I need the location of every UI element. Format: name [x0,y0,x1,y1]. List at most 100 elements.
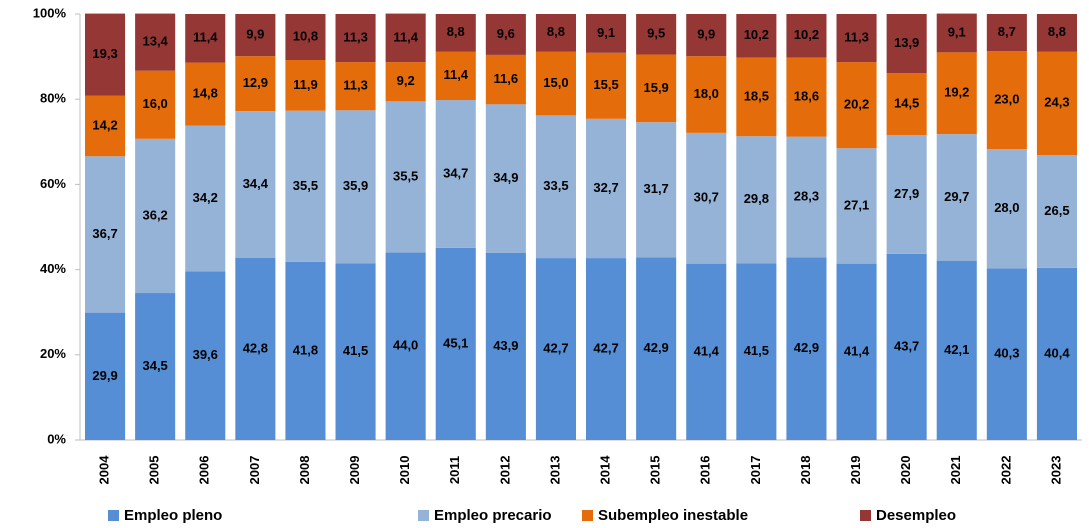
data-label: 8,8 [447,24,465,39]
bar-segment [285,60,326,111]
x-tick-label: 2006 [197,456,212,485]
x-tick-label: 2022 [998,456,1013,485]
bar-segment [485,252,526,440]
data-label: 36,7 [92,226,117,241]
data-label: 28,0 [994,200,1019,215]
bar-segment [586,258,627,440]
data-label: 29,9 [92,368,117,383]
bar-segment [736,14,777,58]
bar-segment [485,104,526,253]
bar-segment [786,57,827,137]
bar-segment [385,62,426,102]
bar-segment [535,258,576,440]
data-label: 8,8 [1048,24,1066,39]
y-tick-label: 80% [40,91,66,106]
data-label: 11,4 [193,30,218,45]
bar-segment [836,14,877,63]
bar-segment [535,14,576,52]
bar-segment [786,14,827,58]
bar-segment [586,52,627,119]
data-label: 9,1 [948,24,966,39]
data-label: 15,9 [643,80,668,95]
bar-segment [335,110,376,264]
x-tick-label: 2019 [848,456,863,485]
bar-segment [435,100,476,248]
data-label: 43,7 [894,338,919,353]
bar-segment [736,263,777,440]
x-tick-label: 2005 [147,456,162,485]
data-label: 10,2 [794,27,819,42]
bar-segment [185,271,226,440]
data-label: 39,6 [193,347,218,362]
bar-segment [686,263,727,440]
bar-segment [235,257,276,440]
data-label: 35,5 [293,178,318,193]
bar-segment [485,54,526,105]
bar-segment [636,122,677,258]
bar-segment [185,125,226,272]
x-tick-label: 2010 [397,456,412,485]
bar-segment [335,62,376,111]
x-tick-label: 2017 [748,456,763,485]
legend-swatch [860,510,871,521]
data-label: 45,1 [443,335,468,350]
legend-swatch [418,510,429,521]
data-label: 15,0 [543,75,568,90]
data-label: 14,8 [193,86,218,101]
data-label: 29,7 [944,189,969,204]
x-tick-label: 2014 [597,455,612,485]
bar-segment [686,14,727,57]
bar-segment [235,111,276,258]
data-label: 16,0 [142,96,167,111]
bar-segment [986,149,1027,269]
bar-segment [586,118,627,259]
x-tick-label: 2023 [1048,456,1063,485]
bar-segment [1036,155,1077,268]
bar-segment [736,57,777,137]
data-label: 18,0 [694,86,719,101]
bar-segment [786,136,827,258]
y-tick-label: 60% [40,176,66,191]
data-label: 11,9 [293,77,318,92]
bar-segment [385,252,426,440]
data-label: 41,8 [293,342,318,357]
bar-segment [285,14,326,61]
data-label: 18,5 [744,88,769,103]
bar-segment [736,136,777,264]
data-label: 41,5 [343,343,368,358]
data-label: 28,3 [794,188,819,203]
bar-segment [235,56,276,112]
data-label: 13,4 [142,34,168,49]
bar-segment [586,14,627,53]
data-label: 41,5 [744,343,769,358]
bar-segment [535,115,576,259]
data-label: 44,0 [393,338,418,353]
bar-segment [185,62,226,126]
data-label: 9,2 [397,73,415,88]
legend-label: Subempleo inestable [598,507,748,524]
bar-segment [1036,51,1077,156]
data-label: 27,1 [844,197,869,212]
bar-segment [235,14,276,57]
data-label: 11,3 [844,30,869,45]
bar-segment [335,14,376,63]
bar-segment [385,101,426,253]
bar-segment [636,257,677,440]
data-label: 9,1 [597,25,615,40]
data-label: 34,4 [243,176,269,191]
x-tick-label: 2020 [898,456,913,485]
x-tick-label: 2004 [96,455,111,485]
x-tick-label: 2012 [497,456,512,485]
bar-segment [135,138,176,294]
bar-segment [986,51,1027,150]
bar-segment [185,14,226,63]
data-label: 11,3 [343,30,368,45]
x-tick-label: 2007 [247,456,262,485]
bar-segment [135,293,176,440]
bar-segment [886,73,927,135]
data-label: 40,3 [994,346,1019,361]
bar-segment [485,14,526,55]
data-label: 10,8 [293,28,318,43]
data-label: 14,5 [894,96,919,111]
